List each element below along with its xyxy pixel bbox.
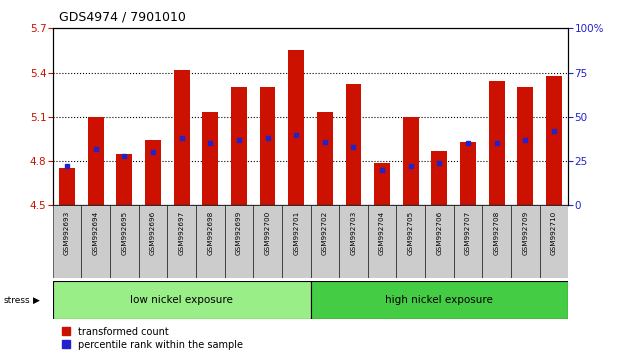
Bar xyxy=(425,205,454,278)
Text: GSM992697: GSM992697 xyxy=(179,210,184,255)
Bar xyxy=(317,113,333,205)
Bar xyxy=(53,205,81,278)
Bar xyxy=(167,205,196,278)
Text: GSM992695: GSM992695 xyxy=(121,210,127,255)
Text: GSM992702: GSM992702 xyxy=(322,210,328,255)
Bar xyxy=(546,75,562,205)
Text: ▶: ▶ xyxy=(33,296,40,305)
Bar xyxy=(253,205,282,278)
Bar xyxy=(282,205,310,278)
Bar xyxy=(310,205,339,278)
Bar xyxy=(88,117,104,205)
Text: GSM992696: GSM992696 xyxy=(150,210,156,255)
Bar xyxy=(483,205,511,278)
Text: GSM992709: GSM992709 xyxy=(522,210,528,255)
Text: GSM992700: GSM992700 xyxy=(265,210,271,255)
Text: GSM992707: GSM992707 xyxy=(465,210,471,255)
Text: GSM992705: GSM992705 xyxy=(408,210,414,255)
Text: GSM992704: GSM992704 xyxy=(379,210,385,255)
Text: GDS4974 / 7901010: GDS4974 / 7901010 xyxy=(59,11,186,24)
Bar xyxy=(174,70,189,205)
Text: GSM992699: GSM992699 xyxy=(236,210,242,255)
Bar xyxy=(374,162,390,205)
Bar xyxy=(231,87,247,205)
Legend: transformed count, percentile rank within the sample: transformed count, percentile rank withi… xyxy=(58,323,247,353)
Bar xyxy=(117,154,132,205)
Bar xyxy=(110,205,138,278)
Bar xyxy=(511,205,540,278)
Bar xyxy=(517,87,533,205)
Text: GSM992706: GSM992706 xyxy=(437,210,442,255)
Bar xyxy=(345,84,361,205)
Bar xyxy=(432,151,447,205)
Text: GSM992710: GSM992710 xyxy=(551,210,557,255)
Text: GSM992693: GSM992693 xyxy=(64,210,70,255)
Bar xyxy=(540,205,568,278)
Text: high nickel exposure: high nickel exposure xyxy=(386,295,493,305)
Bar xyxy=(260,87,276,205)
Bar xyxy=(81,205,110,278)
Bar xyxy=(59,169,75,205)
Bar xyxy=(489,81,504,205)
Bar xyxy=(138,205,167,278)
Text: GSM992698: GSM992698 xyxy=(207,210,213,255)
Bar xyxy=(403,117,419,205)
Bar xyxy=(368,205,396,278)
Bar xyxy=(454,205,483,278)
Text: low nickel exposure: low nickel exposure xyxy=(130,295,233,305)
Bar xyxy=(145,141,161,205)
Bar xyxy=(460,142,476,205)
Text: stress: stress xyxy=(3,296,30,305)
Bar xyxy=(310,281,568,319)
Bar xyxy=(339,205,368,278)
Text: GSM992701: GSM992701 xyxy=(293,210,299,255)
Bar xyxy=(225,205,253,278)
Bar xyxy=(202,113,218,205)
Text: GSM992708: GSM992708 xyxy=(494,210,500,255)
Bar xyxy=(53,281,310,319)
Bar xyxy=(196,205,225,278)
Text: GSM992703: GSM992703 xyxy=(350,210,356,255)
Text: GSM992694: GSM992694 xyxy=(93,210,99,255)
Bar xyxy=(396,205,425,278)
Bar xyxy=(288,51,304,205)
